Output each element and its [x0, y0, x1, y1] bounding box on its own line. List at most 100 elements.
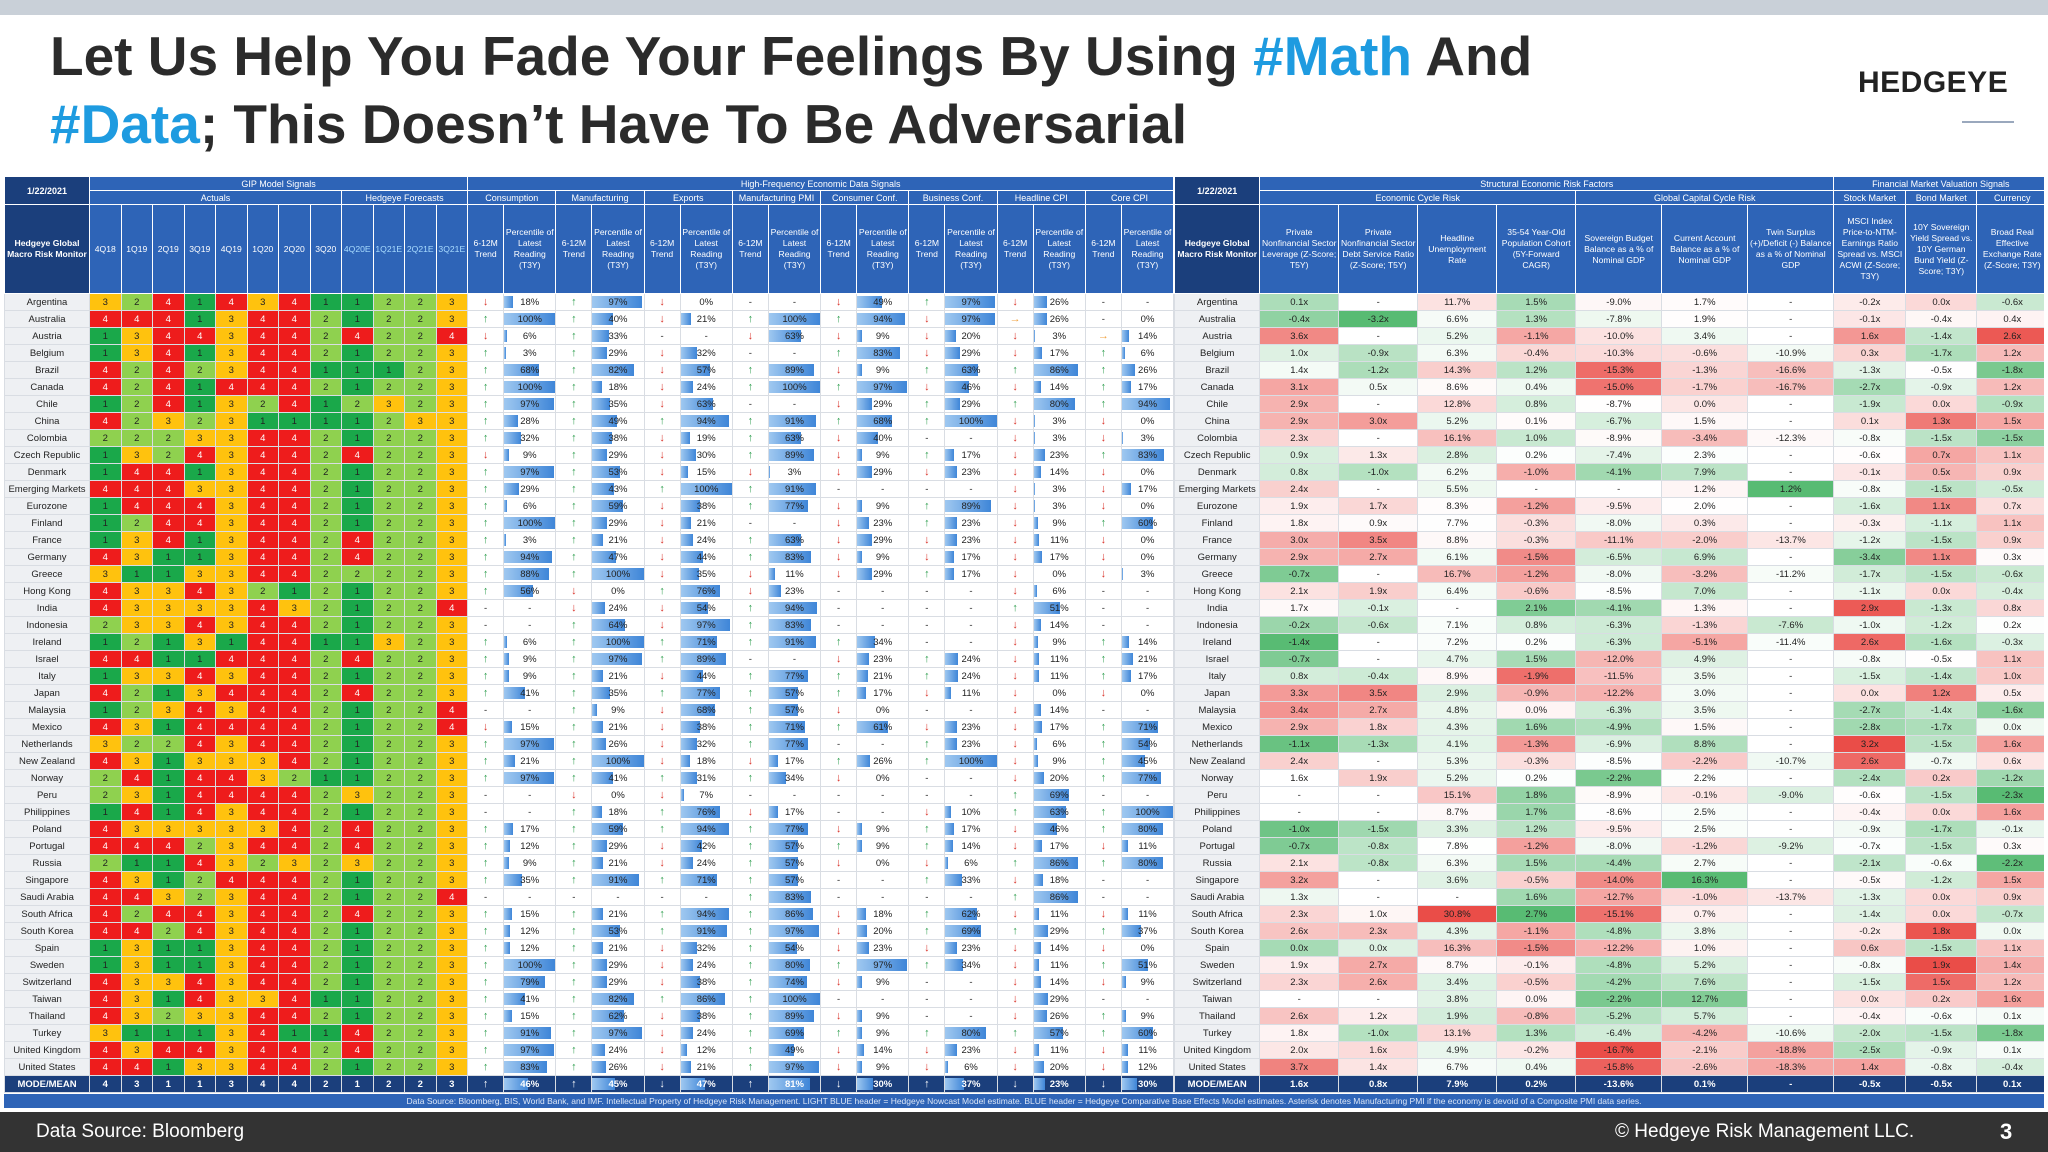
country: Canada — [1174, 378, 1261, 396]
percentile-cell: 29% — [856, 531, 910, 549]
percentile-value: 80% — [784, 959, 804, 971]
trend-cell: ↑ — [467, 548, 505, 566]
factor-cell: 1.7x — [1338, 497, 1419, 515]
signal-cell: 4 — [278, 633, 311, 651]
factor-cell: -0.6x — [1976, 565, 2044, 583]
trend-cell: ↑ — [908, 497, 946, 515]
factor-cell: 2.6x — [1259, 922, 1340, 940]
body: Argentina 3 2 4 1 4 3 4 1 1 2 2 3 ↓ 18% ↑ 97% ↓ 0% - - ↓ 49% ↑ 9… — [4, 293, 1175, 1093]
percentile-value: 29% — [520, 483, 540, 495]
trend-cell: ↓ — [996, 1007, 1034, 1025]
factor-cell: 1.0x — [1338, 905, 1419, 923]
row: Netherlands 3 2 2 4 3 4 4 2 1 2 2 3 ↑ 97% ↑ 26% ↓ 32% ↑ 77% -… — [4, 735, 1175, 753]
percentile-value: 59% — [608, 500, 628, 512]
row: Turkey 1.8x -1.0x 13.1% 1.3% -6.4% -4.2% -10.6%… — [1174, 1024, 2044, 1042]
trend-cell: ↓ — [820, 497, 858, 515]
signal-cell: 1 — [183, 310, 216, 328]
percentile-value: 29% — [873, 466, 893, 478]
percentile-cell: 9% — [856, 1024, 910, 1042]
factor-cell: -0.4x — [1833, 803, 1907, 821]
percentile-bar — [769, 568, 775, 580]
trend-cell: ↑ — [908, 905, 946, 923]
signal-cell: 4 — [278, 973, 311, 991]
percentile-bar — [681, 534, 693, 546]
signal-cell: 4 — [278, 1007, 311, 1025]
signal-cell: 2 — [372, 463, 405, 481]
factor-cell: -12.2% — [1575, 684, 1663, 702]
signal-cell: 4 — [246, 871, 279, 889]
signal-cell: 3 — [435, 463, 469, 481]
percentile-value: 53% — [608, 466, 628, 478]
factor-cell: 3.3% — [1417, 820, 1498, 838]
factor-cell: -0.3% — [1496, 752, 1577, 770]
percentile-bar — [504, 500, 508, 512]
factor-cell: 2.9x — [1833, 599, 1907, 617]
signal-cell: 4 — [89, 990, 122, 1008]
percentile-bar — [681, 1061, 692, 1073]
percentile-value: 23% — [961, 721, 981, 733]
percentile-cell: - — [1120, 786, 1175, 804]
percentile-value: 0% — [875, 772, 890, 784]
percentile-value: 0% — [699, 296, 714, 308]
percentile-cell: 3% — [1032, 480, 1086, 498]
country: Malaysia — [1174, 701, 1261, 719]
percentile-cell: 38% — [679, 1007, 733, 1025]
factor-cell: 3.8% — [1417, 990, 1498, 1008]
percentile-value: 21% — [608, 908, 628, 920]
percentile-cell: - — [767, 293, 822, 311]
percentile-cell: 60% — [1120, 514, 1175, 532]
factor-cell: 2.5% — [1661, 820, 1749, 838]
percentile-bar — [592, 874, 639, 886]
country: Taiwan — [1174, 990, 1261, 1008]
percentile-bar — [857, 653, 869, 665]
percentile-value: - — [969, 891, 973, 903]
factor-cell: 2.3% — [1661, 446, 1749, 464]
percentile-cell: 29% — [856, 395, 910, 413]
factor-cell: 4.7% — [1417, 650, 1498, 668]
page-number: 3 — [2000, 1119, 2013, 1144]
country: New Zealand — [4, 752, 90, 770]
factor-cell: -0.6% — [1661, 344, 1749, 362]
country: Japan — [1174, 684, 1261, 702]
row: Belgium 1.0x -0.9x 6.3% -0.4% -10.3% -0.6% -10.… — [1174, 344, 2044, 362]
percentile-cell: 15% — [503, 718, 557, 736]
trend-cell: ↑ — [731, 905, 769, 923]
signal-cell: 2 — [309, 582, 342, 600]
percentile-cell: 15% — [503, 905, 557, 923]
subgroup-header: Stock Market — [1833, 190, 1907, 205]
percentile-cell: - — [856, 803, 910, 821]
factor-cell: - — [1747, 701, 1835, 719]
country: Netherlands — [1174, 735, 1261, 753]
factor-cell: 3.5x — [1338, 684, 1419, 702]
percentile-cell: 9% — [856, 837, 910, 855]
trend-cell: ↓ — [643, 446, 681, 464]
signal-cell: 2 — [372, 514, 405, 532]
factor-cell: -2.7x — [1833, 378, 1907, 396]
percentile-value: - — [969, 619, 973, 631]
signal-cell: 3 — [120, 939, 153, 957]
trend-cell: ↑ — [467, 871, 505, 889]
signal-cell: 4 — [183, 718, 216, 736]
signal-cell: 3 — [215, 1007, 248, 1025]
trend-cell: ↓ — [820, 905, 858, 923]
factor-cell: - — [1747, 548, 1835, 566]
factor-cell: -1.8x — [1976, 1024, 2044, 1042]
percentile-bar — [1034, 636, 1039, 648]
factor-cell: 6.9% — [1661, 548, 1749, 566]
percentile-cell: 26% — [591, 1058, 645, 1076]
signal-cell: 2 — [152, 1007, 185, 1025]
percentile-cell: - — [944, 888, 998, 906]
trend-cell: ↑ — [908, 820, 946, 838]
percentile-value: 26% — [608, 1061, 628, 1073]
percentile-cell: 97% — [591, 650, 645, 668]
percentile-bar — [945, 1078, 965, 1090]
percentile-value: - — [969, 789, 973, 801]
signal-cell: 4 — [278, 429, 311, 447]
signal-cell: 1 — [89, 633, 122, 651]
percentile-bar — [769, 908, 813, 920]
percentile-value: 0% — [1140, 313, 1155, 325]
percentile-value: 14% — [873, 1044, 893, 1056]
factor-cell: 6.4% — [1417, 582, 1498, 600]
factor-cell: -7.8% — [1575, 310, 1663, 328]
factor-cell: - — [1338, 429, 1419, 447]
